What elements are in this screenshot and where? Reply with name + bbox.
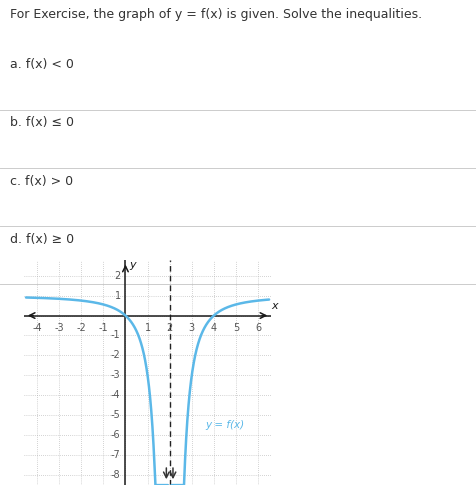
Text: d. f(x) ≥ 0: d. f(x) ≥ 0 xyxy=(10,233,74,246)
Text: -7: -7 xyxy=(111,450,120,460)
Text: -4: -4 xyxy=(32,323,42,333)
Text: -1: -1 xyxy=(99,323,108,333)
Text: -3: -3 xyxy=(111,370,120,380)
Text: 6: 6 xyxy=(255,323,261,333)
Text: -2: -2 xyxy=(111,350,120,361)
Text: For Exercise, the graph of y = f(x) is given. Solve the inequalities.: For Exercise, the graph of y = f(x) is g… xyxy=(10,8,422,21)
Text: b. f(x) ≤ 0: b. f(x) ≤ 0 xyxy=(10,117,73,129)
Text: -1: -1 xyxy=(111,330,120,341)
Text: 4: 4 xyxy=(211,323,217,333)
Text: 2: 2 xyxy=(167,323,173,333)
Text: -5: -5 xyxy=(111,410,120,420)
Text: -3: -3 xyxy=(54,323,64,333)
Text: 5: 5 xyxy=(233,323,239,333)
Text: 3: 3 xyxy=(188,323,195,333)
Text: 1: 1 xyxy=(145,323,150,333)
Text: x: x xyxy=(271,301,278,311)
Text: 2: 2 xyxy=(114,270,120,281)
Text: -6: -6 xyxy=(111,430,120,440)
Text: a. f(x) < 0: a. f(x) < 0 xyxy=(10,58,73,71)
Text: -2: -2 xyxy=(76,323,86,333)
Text: c. f(x) > 0: c. f(x) > 0 xyxy=(10,174,73,188)
Text: y = f(x): y = f(x) xyxy=(205,420,244,430)
Text: 1: 1 xyxy=(114,291,120,300)
Text: y: y xyxy=(129,260,136,270)
Text: -4: -4 xyxy=(111,391,120,400)
Text: -8: -8 xyxy=(111,470,120,480)
